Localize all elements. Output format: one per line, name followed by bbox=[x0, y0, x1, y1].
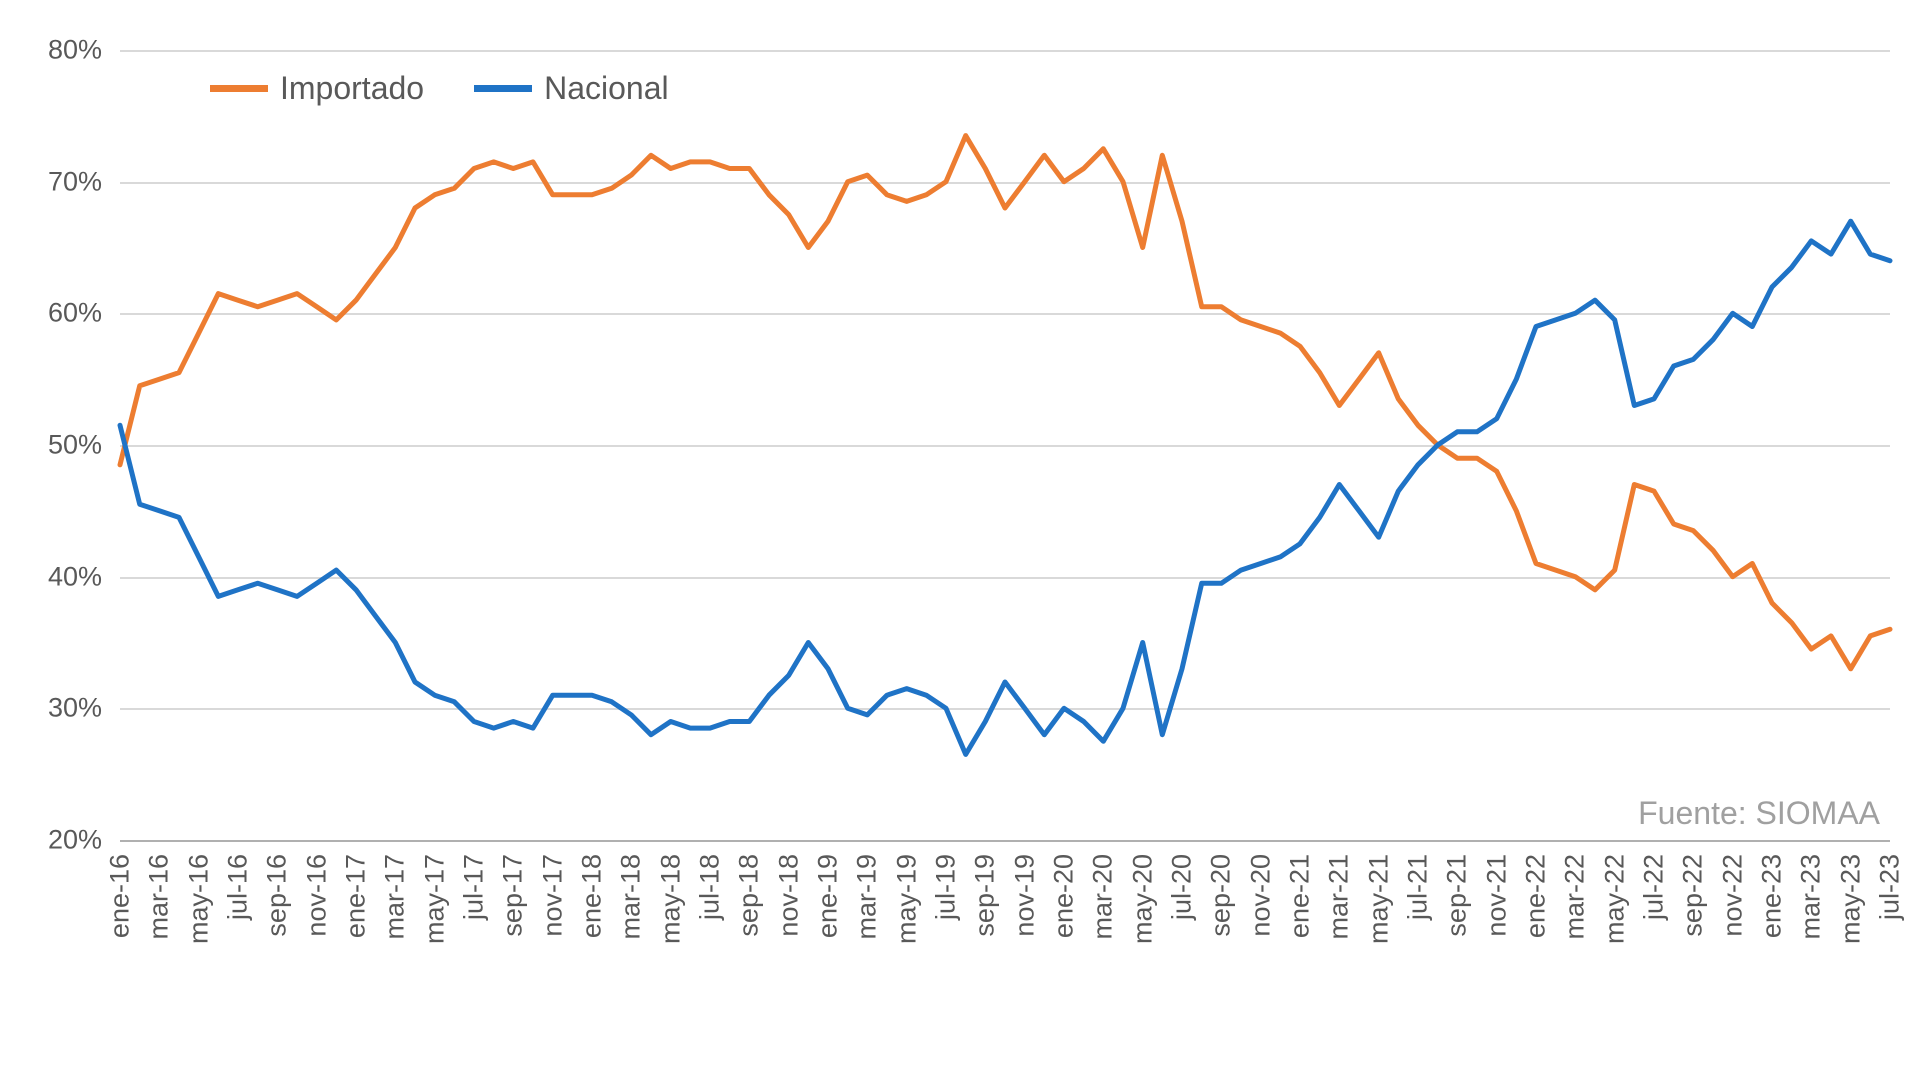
x-tick-label: mar-23 bbox=[1796, 854, 1827, 940]
x-tick-label: may-19 bbox=[891, 854, 922, 944]
x-tick-label: nov-16 bbox=[301, 854, 332, 937]
x-tick-label: ene-18 bbox=[577, 854, 608, 938]
x-tick-label: mar-22 bbox=[1560, 854, 1591, 940]
x-tick-label: nov-18 bbox=[773, 854, 804, 937]
x-tick-label: may-17 bbox=[419, 854, 450, 944]
series-importado bbox=[120, 136, 1890, 669]
x-tick-label: sep-22 bbox=[1678, 854, 1709, 937]
x-axis-line bbox=[120, 840, 1890, 842]
y-tick-label: 50% bbox=[0, 430, 102, 461]
series-nacional bbox=[120, 221, 1890, 754]
y-tick-label: 30% bbox=[0, 693, 102, 724]
x-tick-label: may-18 bbox=[655, 854, 686, 944]
x-tick-label: may-20 bbox=[1127, 854, 1158, 944]
x-tick-label: ene-22 bbox=[1521, 854, 1552, 938]
x-tick-label: jul-21 bbox=[1403, 854, 1434, 920]
x-tick-label: may-16 bbox=[183, 854, 214, 944]
x-tick-label: sep-20 bbox=[1206, 854, 1237, 937]
x-tick-label: mar-18 bbox=[616, 854, 647, 940]
x-tick-label: may-21 bbox=[1363, 854, 1394, 944]
x-tick-label: ene-21 bbox=[1285, 854, 1316, 938]
x-tick-label: may-23 bbox=[1835, 854, 1866, 944]
x-tick-label: nov-17 bbox=[537, 854, 568, 937]
x-tick-label: nov-22 bbox=[1717, 854, 1748, 937]
y-tick-label: 40% bbox=[0, 561, 102, 592]
y-tick-label: 20% bbox=[0, 825, 102, 856]
plot-area bbox=[120, 50, 1890, 840]
x-tick-label: jul-18 bbox=[695, 854, 726, 920]
x-tick-label: may-22 bbox=[1599, 854, 1630, 944]
source-label: Fuente: SIOMAA bbox=[1638, 795, 1880, 832]
x-tick-label: mar-17 bbox=[380, 854, 411, 940]
x-tick-label: jul-22 bbox=[1639, 854, 1670, 920]
x-tick-label: sep-21 bbox=[1442, 854, 1473, 937]
y-tick-label: 60% bbox=[0, 298, 102, 329]
x-tick-label: ene-16 bbox=[105, 854, 136, 938]
x-tick-label: sep-19 bbox=[970, 854, 1001, 937]
x-tick-label: mar-20 bbox=[1088, 854, 1119, 940]
x-tick-label: jul-19 bbox=[931, 854, 962, 920]
x-tick-label: jul-17 bbox=[459, 854, 490, 920]
x-tick-label: sep-17 bbox=[498, 854, 529, 937]
x-tick-label: jul-23 bbox=[1875, 854, 1906, 920]
x-tick-label: ene-17 bbox=[341, 854, 372, 938]
x-tick-label: ene-23 bbox=[1757, 854, 1788, 938]
x-tick-label: mar-21 bbox=[1324, 854, 1355, 940]
y-tick-label: 70% bbox=[0, 166, 102, 197]
x-tick-label: sep-16 bbox=[262, 854, 293, 937]
x-tick-label: nov-21 bbox=[1481, 854, 1512, 937]
x-tick-label: mar-16 bbox=[144, 854, 175, 940]
x-tick-label: jul-16 bbox=[223, 854, 254, 920]
x-tick-label: jul-20 bbox=[1167, 854, 1198, 920]
x-tick-label: mar-19 bbox=[852, 854, 883, 940]
line-chart: Importado Nacional 20%30%40%50%60%70%80%… bbox=[0, 0, 1920, 1080]
y-tick-label: 80% bbox=[0, 35, 102, 66]
x-tick-label: nov-19 bbox=[1009, 854, 1040, 937]
x-tick-label: nov-20 bbox=[1245, 854, 1276, 937]
x-tick-label: sep-18 bbox=[734, 854, 765, 937]
x-tick-label: ene-20 bbox=[1049, 854, 1080, 938]
x-tick-label: ene-19 bbox=[813, 854, 844, 938]
